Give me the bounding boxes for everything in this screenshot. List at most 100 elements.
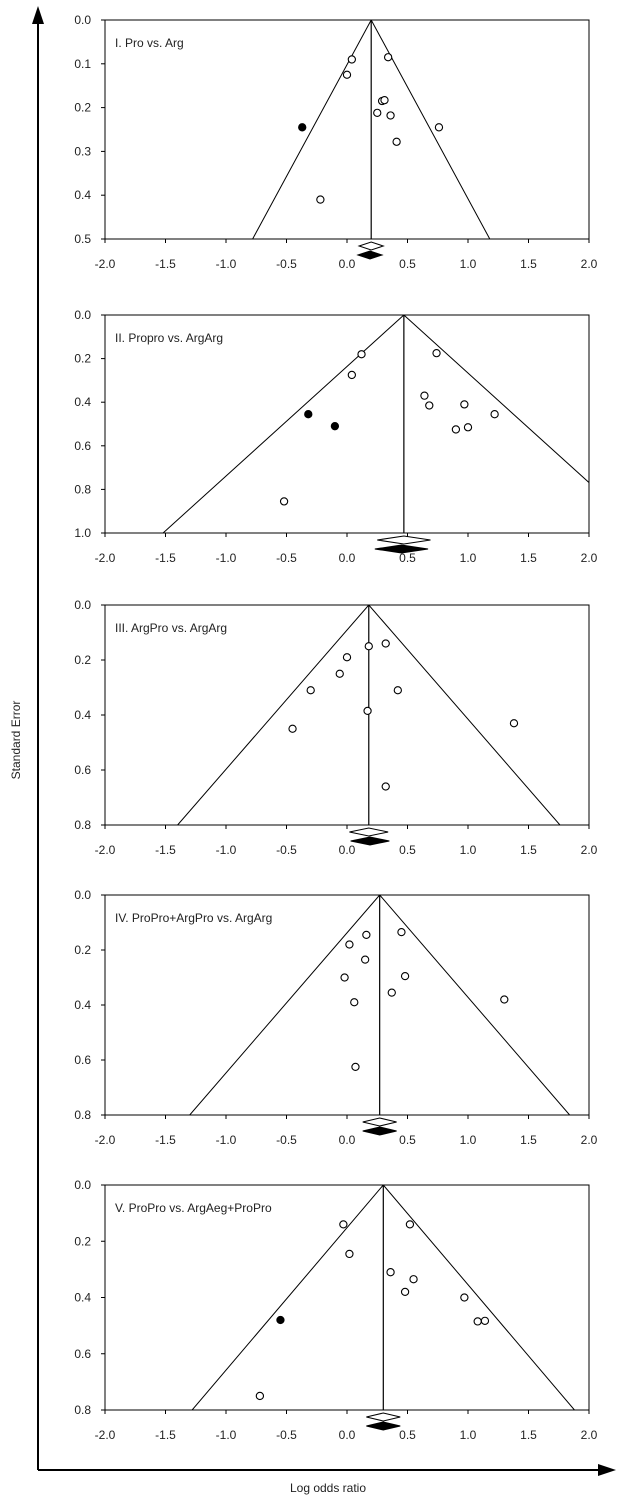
- study-point-open: [509, 719, 519, 728]
- x-tick-label: 1.0: [460, 843, 477, 857]
- panel-title: III. ArgPro vs. ArgArg: [115, 621, 227, 635]
- study-point-open: [345, 940, 354, 949]
- x-tick-label: -1.0: [216, 1133, 237, 1147]
- x-tick-label: 0.5: [399, 843, 416, 857]
- y-tick-label: 0.0: [74, 1178, 91, 1192]
- x-tick-label: 1.5: [520, 257, 537, 271]
- x-tick-label: -2.0: [95, 257, 116, 271]
- study-point-open: [434, 123, 444, 132]
- y-tick-label: 0.2: [74, 101, 91, 115]
- x-tick-label: -0.5: [276, 551, 297, 565]
- y-tick-label: 0.8: [74, 482, 91, 496]
- study-point-open: [347, 55, 356, 64]
- x-tick-label: 1.0: [460, 1428, 477, 1442]
- y-tick-label: 0.3: [74, 144, 91, 158]
- summary-diamond-open: [366, 1412, 401, 1422]
- study-point-open: [255, 1391, 265, 1401]
- x-tick-label: 0.0: [339, 257, 356, 271]
- summary-diamond-filled: [362, 1126, 397, 1136]
- x-tick-label: -1.0: [216, 843, 237, 857]
- x-tick-label: 2.0: [581, 843, 598, 857]
- y-tick-label: 0.2: [74, 352, 91, 366]
- study-point-open: [393, 686, 402, 695]
- x-tick-label: -1.5: [155, 257, 176, 271]
- x-tick-label: -0.5: [276, 257, 297, 271]
- funnel-lines: [162, 315, 589, 533]
- study-point-open: [340, 973, 349, 982]
- summary-diamond-filled: [366, 1421, 401, 1431]
- outer-x-axis-arrow: [598, 1464, 616, 1476]
- y-tick-label: 0.5: [74, 232, 91, 246]
- study-point-open: [400, 1287, 410, 1297]
- x-tick-label: 0.5: [399, 257, 416, 271]
- study-point-open: [345, 1249, 354, 1259]
- study-point-open: [380, 96, 389, 105]
- y-tick-label: 0.8: [74, 1403, 91, 1417]
- y-tick-label: 0.0: [74, 13, 91, 27]
- summary-diamond-open: [349, 827, 389, 837]
- y-tick-label: 0.4: [74, 1291, 91, 1305]
- study-point-open: [405, 1220, 415, 1229]
- x-tick-label: -1.5: [155, 551, 176, 565]
- y-tick-label: 0.2: [74, 943, 91, 957]
- study-point-open: [364, 642, 373, 651]
- x-tick-label: 1.5: [520, 843, 537, 857]
- study-point-open: [397, 927, 406, 937]
- x-tick-label: -1.0: [216, 551, 237, 565]
- study-point-open: [335, 669, 344, 678]
- study-point-open: [363, 706, 372, 716]
- x-tick-label: -1.0: [216, 257, 237, 271]
- study-point-open: [460, 400, 469, 409]
- study-point-open: [451, 425, 461, 434]
- y-tick-label: 0.4: [74, 708, 91, 722]
- x-tick-label: 2.0: [581, 551, 598, 565]
- x-tick-label: 1.5: [520, 1133, 537, 1147]
- x-tick-label: -2.0: [95, 1133, 116, 1147]
- study-point-filled: [276, 1315, 285, 1325]
- summary-diamond-open: [377, 535, 431, 545]
- y-tick-label: 0.4: [74, 998, 91, 1012]
- study-point-filled: [298, 123, 307, 132]
- y-tick-label: 0.0: [74, 888, 91, 902]
- funnel-panel-2: 0.0 0.2 0.4 0.6 0.8 1.0 -2.0 -1.5 -1.0 -0.5 0.0 0.5…: [74, 308, 598, 565]
- outer-y-axis-arrow: [32, 6, 44, 24]
- study-point-open: [357, 350, 366, 359]
- study-point-filled: [330, 422, 340, 431]
- study-point-open: [342, 70, 352, 79]
- study-point-open: [432, 348, 441, 358]
- study-point-open: [339, 1220, 348, 1229]
- x-tick-label: -1.0: [216, 1428, 237, 1442]
- y-tick-label: 0.1: [74, 57, 91, 71]
- summary-diamond-open: [357, 241, 385, 251]
- x-tick-label: 0.5: [399, 1428, 416, 1442]
- y-tick-label: 0.6: [74, 1347, 91, 1361]
- study-point-open: [350, 998, 359, 1007]
- study-point-open: [360, 955, 370, 964]
- x-tick-label: 0.0: [339, 1428, 356, 1442]
- y-tick-label: 0.6: [74, 1053, 91, 1067]
- panel-title: II. Propro vs. ArgArg: [115, 331, 223, 345]
- x-tick-label: 2.0: [581, 1428, 598, 1442]
- x-tick-label: -2.0: [95, 843, 116, 857]
- y-tick-label: 0.6: [74, 439, 91, 453]
- funnel-panel-5: 0.0 0.2 0.4 0.6 0.8 -2.0 -1.5 -1.0 -0.5 0.0 0.5 1.0…: [74, 1178, 597, 1442]
- study-point-open: [279, 497, 289, 506]
- x-tick-label: 1.0: [460, 257, 477, 271]
- x-tick-label: 0.5: [399, 551, 416, 565]
- y-tick-label: 0.8: [74, 1108, 91, 1122]
- study-point-open: [460, 1293, 469, 1302]
- study-point-open: [387, 988, 396, 997]
- study-point-open: [383, 53, 393, 62]
- y-tick-label: 1.0: [74, 526, 91, 540]
- y-tick-label: 0.2: [74, 653, 91, 667]
- y-tick-label: 0.0: [74, 598, 91, 612]
- funnel-lines: [252, 20, 491, 239]
- x-axis-title: Log odds ratio: [290, 1481, 366, 1495]
- summary-diamond-open: [362, 1117, 397, 1127]
- x-tick-label: 2.0: [581, 1133, 598, 1147]
- funnel-lines: [189, 895, 571, 1115]
- study-point-open: [306, 686, 315, 695]
- x-tick-label: 0.5: [399, 1133, 416, 1147]
